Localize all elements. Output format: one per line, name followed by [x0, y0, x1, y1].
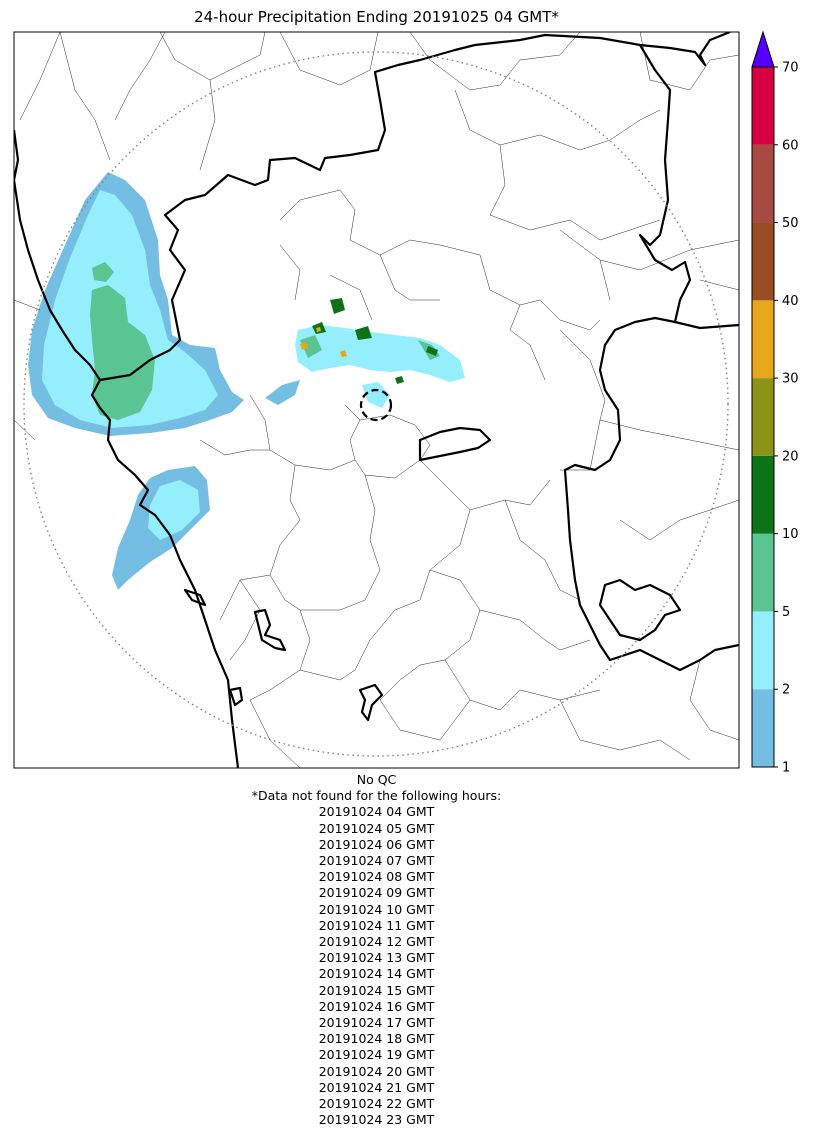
- missing-hour-item: 20191024 07 GMT: [318, 853, 435, 869]
- colorbar-segment: [752, 67, 774, 145]
- map-frame-border: [13, 31, 740, 769]
- missing-hour-item: 20191024 12 GMT: [318, 934, 435, 950]
- missing-hour-item: 20191024 10 GMT: [318, 901, 435, 917]
- colorbar-segment: [752, 378, 774, 456]
- missing-hour-item: 20191024 23 GMT: [318, 1112, 435, 1128]
- colorbar-segment: [752, 222, 774, 301]
- missing-hour-item: 20191024 06 GMT: [318, 836, 435, 852]
- colorbar-tick-label: 40: [782, 294, 799, 309]
- colorbar-segment: [752, 689, 774, 767]
- radar-site-marker: [359, 388, 393, 422]
- missing-hour-item: 20191024 14 GMT: [318, 966, 435, 982]
- colorbar-tick-label: 50: [782, 216, 799, 231]
- map-title: 24-hour Precipitation Ending 20191025 04…: [194, 8, 559, 26]
- colorbar-tick-label: 2: [782, 683, 790, 698]
- missing-hour-item: 20191024 20 GMT: [318, 1063, 435, 1079]
- missing-hour-item: 20191024 13 GMT: [318, 950, 435, 966]
- colorbar-outline: [751, 66, 775, 768]
- missing-hour-item: 20191024 11 GMT: [318, 917, 435, 933]
- colorbar-tick-label: 30: [782, 372, 799, 387]
- missing-hour-item: 20191024 05 GMT: [318, 820, 435, 836]
- colorbar-segment: [752, 144, 774, 223]
- missing-hour-item: 20191024 08 GMT: [318, 869, 435, 885]
- qc-note: No QC: [356, 772, 397, 787]
- colorbar-segment: [752, 455, 774, 534]
- missing-data-header: *Data not found for the following hours:: [251, 788, 502, 804]
- missing-hour-item: 20191024 21 GMT: [318, 1079, 435, 1095]
- colorbar-tick-label: 20: [782, 449, 799, 464]
- missing-hour-item: 20191024 16 GMT: [318, 998, 435, 1014]
- colorbar-tick-label: 1: [782, 761, 790, 776]
- colorbar-tick-label: 5: [782, 605, 790, 620]
- map-notes: No QC *Data not found for the following …: [14, 772, 739, 1128]
- colorbar-segment: [752, 533, 774, 612]
- missing-hours-list: 20191024 04 GMT 20191024 05 GMT 20191024 0…: [14, 804, 739, 1128]
- colorbar-tick-label: 60: [782, 138, 799, 153]
- radar-range-ring: [23, 51, 729, 757]
- missing-hour-item: 20191024 04 GMT: [318, 804, 435, 820]
- colorbar-segment: [752, 611, 774, 690]
- missing-hour-item: 20191024 19 GMT: [318, 1047, 435, 1063]
- precip-area-5-10: [90, 262, 440, 420]
- missing-hour-item: 20191024 17 GMT: [318, 1015, 435, 1031]
- precip-area-20-40: [300, 327, 347, 357]
- precip-area-2-5: [42, 190, 465, 540]
- missing-hour-item: 20191024 22 GMT: [318, 1096, 435, 1112]
- missing-hour-item: 20191024 18 GMT: [318, 1031, 435, 1047]
- colorbar-extend-arrow: [751, 30, 775, 68]
- state-boundaries: [14, 32, 739, 768]
- colorbar-tick-label: 10: [782, 527, 799, 542]
- missing-hour-item: 20191024 09 GMT: [318, 885, 435, 901]
- colorbar-segment: [752, 300, 774, 379]
- colorbar-tick-label: 70: [782, 61, 799, 76]
- missing-hour-item: 20191024 15 GMT: [318, 982, 435, 998]
